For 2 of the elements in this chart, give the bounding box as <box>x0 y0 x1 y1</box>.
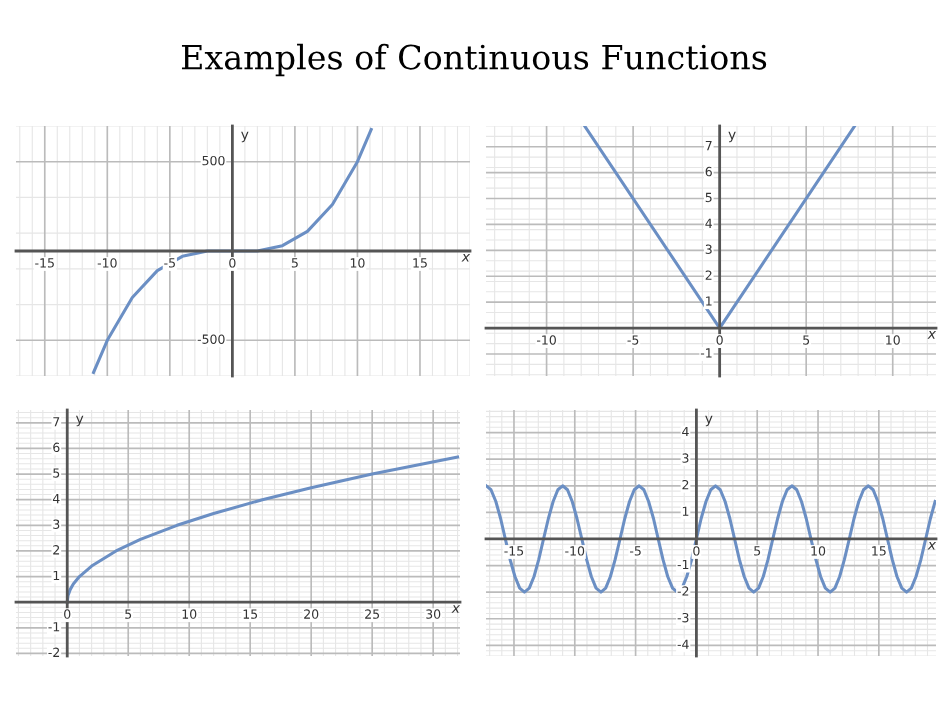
line-series <box>92 128 373 374</box>
chart-title: Examples of Continuous Functions <box>181 43 767 77</box>
